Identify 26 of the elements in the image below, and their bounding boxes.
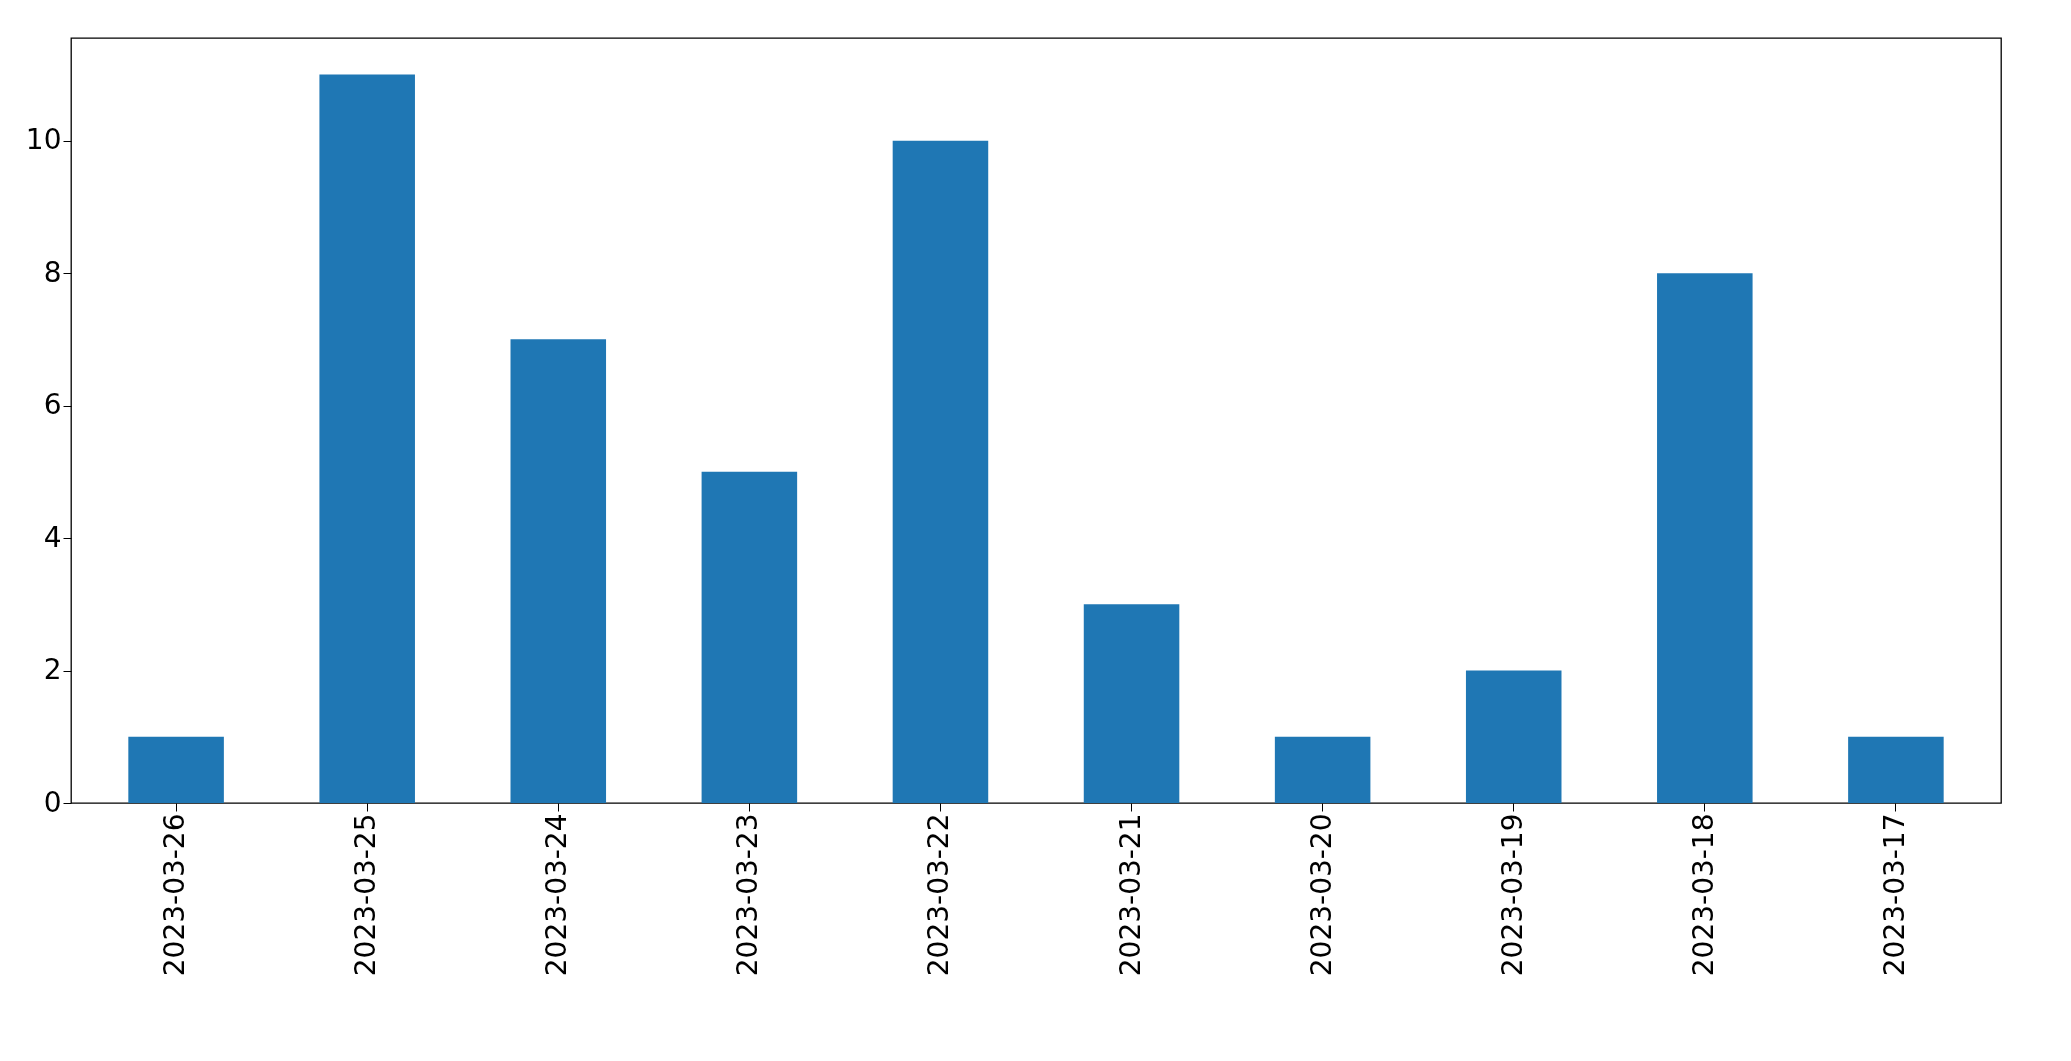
bar (1848, 736, 1944, 803)
x-tick-label: 2023-03-24 (540, 813, 574, 977)
bar (701, 471, 798, 803)
y-tick-label: 0 (43, 785, 62, 819)
x-tick-label: 2023-03-26 (158, 813, 192, 977)
bar (1083, 604, 1180, 803)
x-tick-label: 2023-03-21 (1113, 813, 1147, 977)
x-tick-label: 2023-03-18 (1686, 813, 1720, 977)
x-tick-label: 2023-03-19 (1495, 813, 1529, 977)
y-tick-label: 8 (43, 255, 62, 289)
bar (128, 736, 224, 803)
y-tick-label: 2 (43, 653, 62, 687)
bar (892, 140, 989, 803)
y-tick-label: 10 (25, 123, 62, 157)
x-tick-label: 2023-03-20 (1304, 813, 1338, 977)
y-tick-label: 6 (43, 388, 62, 422)
y-tick-label: 4 (43, 520, 62, 554)
bar (1657, 273, 1753, 803)
bar (1274, 736, 1371, 803)
bar (319, 74, 415, 803)
x-tick-label: 2023-03-23 (731, 813, 765, 977)
bar (1465, 670, 1562, 803)
bar (510, 339, 607, 803)
x-tick-label: 2023-03-22 (922, 813, 956, 977)
x-tick-label: 2023-03-25 (349, 813, 383, 977)
x-tick-label: 2023-03-17 (1877, 813, 1911, 977)
